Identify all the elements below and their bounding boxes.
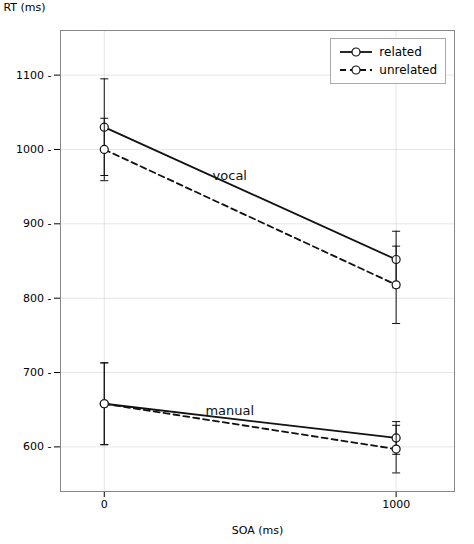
svg-text:1000 -: 1000 - [16,143,51,156]
svg-text:800 -: 800 - [23,292,51,305]
svg-text:1100 -: 1100 - [16,69,51,82]
svg-text:SOA (ms): SOA (ms) [232,524,284,537]
svg-text:700 -: 700 - [23,366,51,379]
svg-text:vocal: vocal [213,168,247,183]
svg-text:900 -: 900 - [23,217,51,230]
svg-text:manual: manual [205,403,254,418]
svg-text:0: 0 [101,498,108,511]
html-text:related: related [379,45,422,59]
svg-text:600 -: 600 - [23,440,51,453]
svg-text:RT (ms): RT (ms) [4,1,46,14]
html-text:unrelated: unrelated [379,63,437,77]
svg-text:1000: 1000 [382,498,410,511]
